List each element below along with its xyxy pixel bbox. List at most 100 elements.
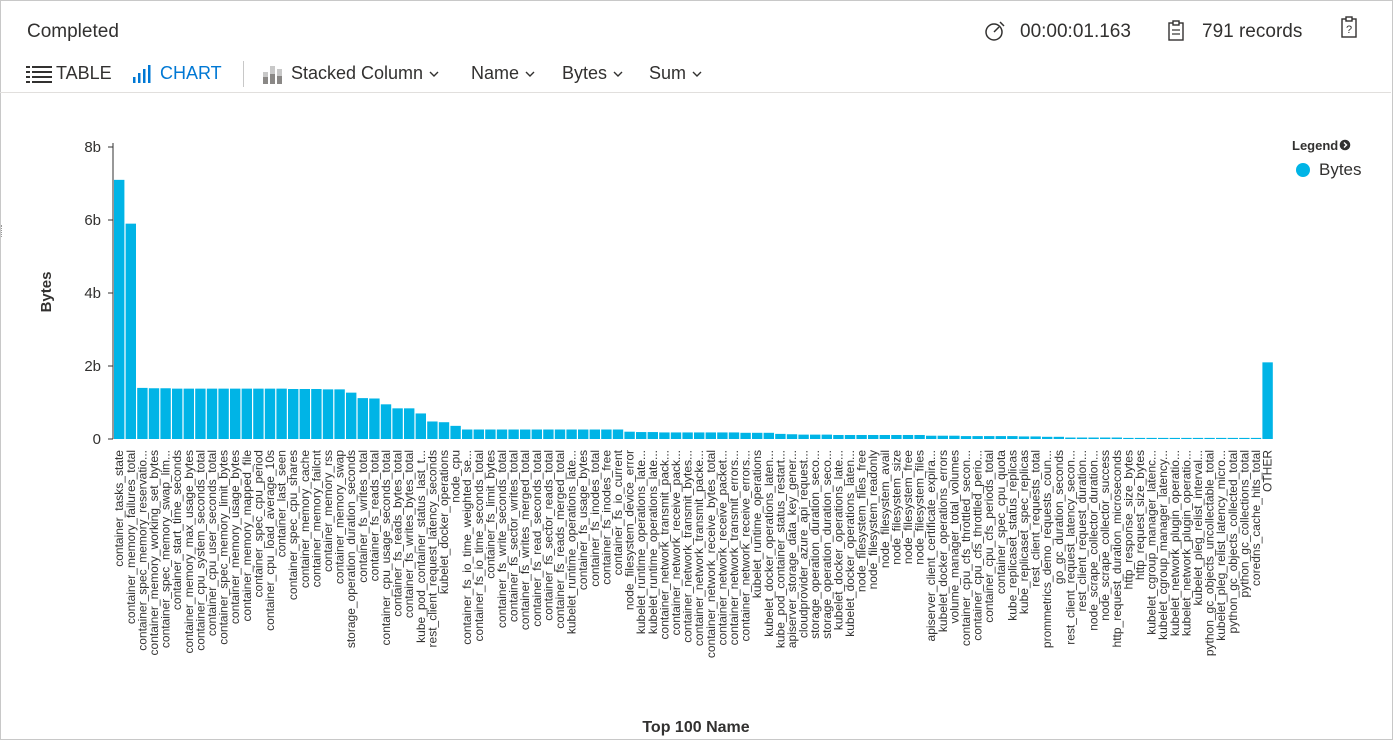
bar-89[interactable] [1146,437,1157,439]
bar-66[interactable] [879,434,890,439]
y-column-dropdown[interactable]: Bytes [562,63,624,84]
bar-45[interactable] [636,432,647,439]
bar-7[interactable] [195,388,206,439]
bar-12[interactable] [253,388,264,439]
bar-71[interactable] [937,435,948,439]
bar-83[interactable] [1076,437,1088,439]
bar-24[interactable] [392,408,403,439]
bar-80[interactable] [1042,436,1053,439]
bar-33[interactable] [496,429,508,439]
bar-8[interactable] [206,388,218,439]
bar-3[interactable] [148,388,160,439]
bar-95[interactable] [1216,437,1227,439]
bar-49[interactable] [682,432,693,439]
bar-28[interactable] [438,422,450,439]
bar-81[interactable] [1053,436,1064,439]
x-column-dropdown[interactable]: Name [471,63,536,84]
bar-90[interactable] [1158,437,1169,439]
legend-title[interactable]: Legend [1292,138,1351,153]
bar-96[interactable] [1227,437,1238,439]
bar-13[interactable] [264,388,276,439]
bar-91[interactable] [1169,437,1180,439]
bar-15[interactable] [288,389,299,439]
bar-6[interactable] [183,388,194,439]
bar-2[interactable] [137,387,148,439]
bar-25[interactable] [404,408,415,439]
bar-21[interactable] [357,398,368,439]
bar-52[interactable] [717,432,728,439]
bar-34[interactable] [508,429,519,439]
bar-48[interactable] [670,432,682,439]
bar-17[interactable] [311,389,322,439]
bar-26[interactable] [415,413,426,439]
chart-type-dropdown[interactable]: Stacked Column [262,63,440,84]
bar-27[interactable] [427,421,438,439]
bar-92[interactable] [1181,437,1192,439]
bar-0[interactable] [114,179,125,439]
bar-68[interactable] [902,434,914,439]
bar-70[interactable] [926,435,937,439]
bar-14[interactable] [276,388,287,439]
bar-79[interactable] [1030,436,1041,439]
bar-37[interactable] [543,429,554,439]
bar-87[interactable] [1123,437,1134,439]
bar-69[interactable] [914,434,925,439]
bar-1[interactable] [125,223,136,439]
bar-73[interactable] [960,436,972,439]
bar-67[interactable] [891,434,902,439]
bar-41[interactable] [589,429,600,439]
bar-98[interactable] [1250,437,1262,439]
bar-42[interactable] [601,429,612,439]
bar-72[interactable] [949,435,960,439]
bar-62[interactable] [833,434,844,439]
bar-57[interactable] [775,433,786,439]
bar-58[interactable] [786,434,798,439]
table-view-button[interactable]: TABLE [26,63,112,84]
bar-86[interactable] [1111,437,1122,439]
bar-77[interactable] [1007,436,1018,439]
bar-85[interactable] [1100,437,1111,439]
bar-97[interactable] [1239,437,1250,439]
bar-54[interactable] [740,432,751,439]
bar-19[interactable] [334,389,345,439]
bar-4[interactable] [160,388,171,439]
bar-32[interactable] [485,429,496,439]
bar-75[interactable] [984,436,995,439]
bar-35[interactable] [520,429,531,439]
bar-36[interactable] [531,429,542,439]
legend-item-bytes[interactable]: Bytes [1296,160,1362,180]
bar-43[interactable] [612,429,624,439]
bar-60[interactable] [810,434,821,439]
bar-40[interactable] [578,429,589,439]
bar-44[interactable] [624,431,635,439]
bar-63[interactable] [844,434,856,439]
bar-55[interactable] [752,432,763,439]
bar-22[interactable] [369,398,380,439]
bar-82[interactable] [1065,437,1076,439]
bar-84[interactable] [1088,437,1099,439]
bar-94[interactable] [1204,437,1215,439]
bar-9[interactable] [218,388,229,439]
bar-56[interactable] [763,432,774,439]
bar-30[interactable] [462,429,473,439]
bar-59[interactable] [798,434,809,439]
bar-53[interactable] [728,432,740,439]
bar-39[interactable] [566,429,577,439]
bar-38[interactable] [554,429,566,439]
bar-47[interactable] [659,432,670,439]
aggregation-dropdown[interactable]: Sum [649,63,703,84]
chart-view-button[interactable]: CHART [132,63,222,84]
bar-99[interactable] [1262,362,1273,439]
bar-65[interactable] [868,434,879,439]
bar-20[interactable] [346,392,357,439]
bar-46[interactable] [647,432,658,439]
help-icon[interactable]: ? [1339,16,1359,40]
bar-23[interactable] [380,404,392,439]
bar-16[interactable] [299,389,310,439]
bar-78[interactable] [1018,436,1030,439]
bar-50[interactable] [694,432,705,439]
bar-29[interactable] [450,425,461,439]
bar-31[interactable] [473,429,484,439]
bar-88[interactable] [1134,437,1146,439]
resize-handle[interactable] [1,225,5,237]
